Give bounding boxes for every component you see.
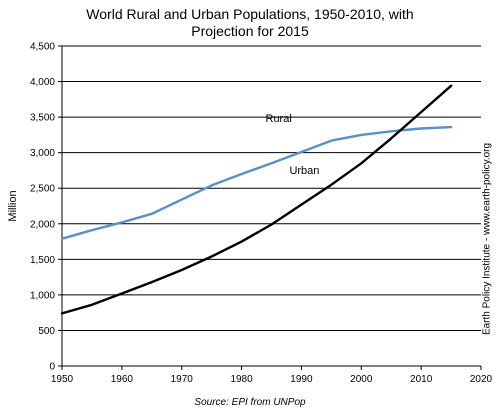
- series-lines: [60, 84, 453, 315]
- y-axis-label: Million: [7, 190, 19, 221]
- chart-title: World Rural and Urban Populations, 1950-…: [40, 6, 460, 40]
- y-tick-label: 4,000: [30, 77, 55, 88]
- y-tick-label: 1,000: [30, 290, 55, 301]
- chart-title-line-1: World Rural and Urban Populations, 1950-…: [86, 6, 414, 22]
- x-tick-label: 2000: [350, 374, 373, 385]
- gridlines: [62, 45, 481, 331]
- y-tick-label: 0: [49, 362, 55, 373]
- y-tick-label: 3,000: [30, 148, 55, 159]
- series-labels: Rural Urban: [266, 113, 320, 177]
- y-tick-label: 2,500: [30, 184, 55, 195]
- series-line-urban: [60, 84, 453, 315]
- side-credit-text: Earth Policy Institute - www.earth-polic…: [481, 142, 493, 336]
- series-label-urban: Urban: [289, 165, 319, 177]
- x-axis-ticks: 1950 1960 1970 1980 1990 2000 2010 2020: [51, 366, 493, 385]
- y-tick-label: 2,000: [30, 219, 55, 230]
- x-tick-label: 2020: [470, 374, 493, 385]
- chart-title-line-2: Projection for 2015: [191, 23, 309, 39]
- y-axis-ticks: 0 500 1,000 1,500 2,000 2,500 3,000 3,500 4,000 4…: [30, 42, 62, 373]
- series-line-rural: [60, 125, 453, 240]
- y-tick-label: 3,500: [30, 113, 55, 124]
- x-tick-label: 1970: [171, 374, 194, 385]
- x-tick-label: 1950: [51, 374, 74, 385]
- x-tick-label: 1960: [111, 374, 134, 385]
- series-label-rural: Rural: [266, 113, 292, 125]
- x-tick-label: 1990: [290, 374, 313, 385]
- x-tick-label: 2010: [410, 374, 433, 385]
- y-tick-label: 500: [38, 326, 55, 337]
- y-tick-label: 4,500: [30, 42, 55, 53]
- y-tick-label: 1,500: [30, 255, 55, 266]
- axes: [61, 46, 481, 367]
- source-note: Source: EPI from UNPop: [194, 397, 306, 408]
- x-tick-label: 1980: [230, 374, 253, 385]
